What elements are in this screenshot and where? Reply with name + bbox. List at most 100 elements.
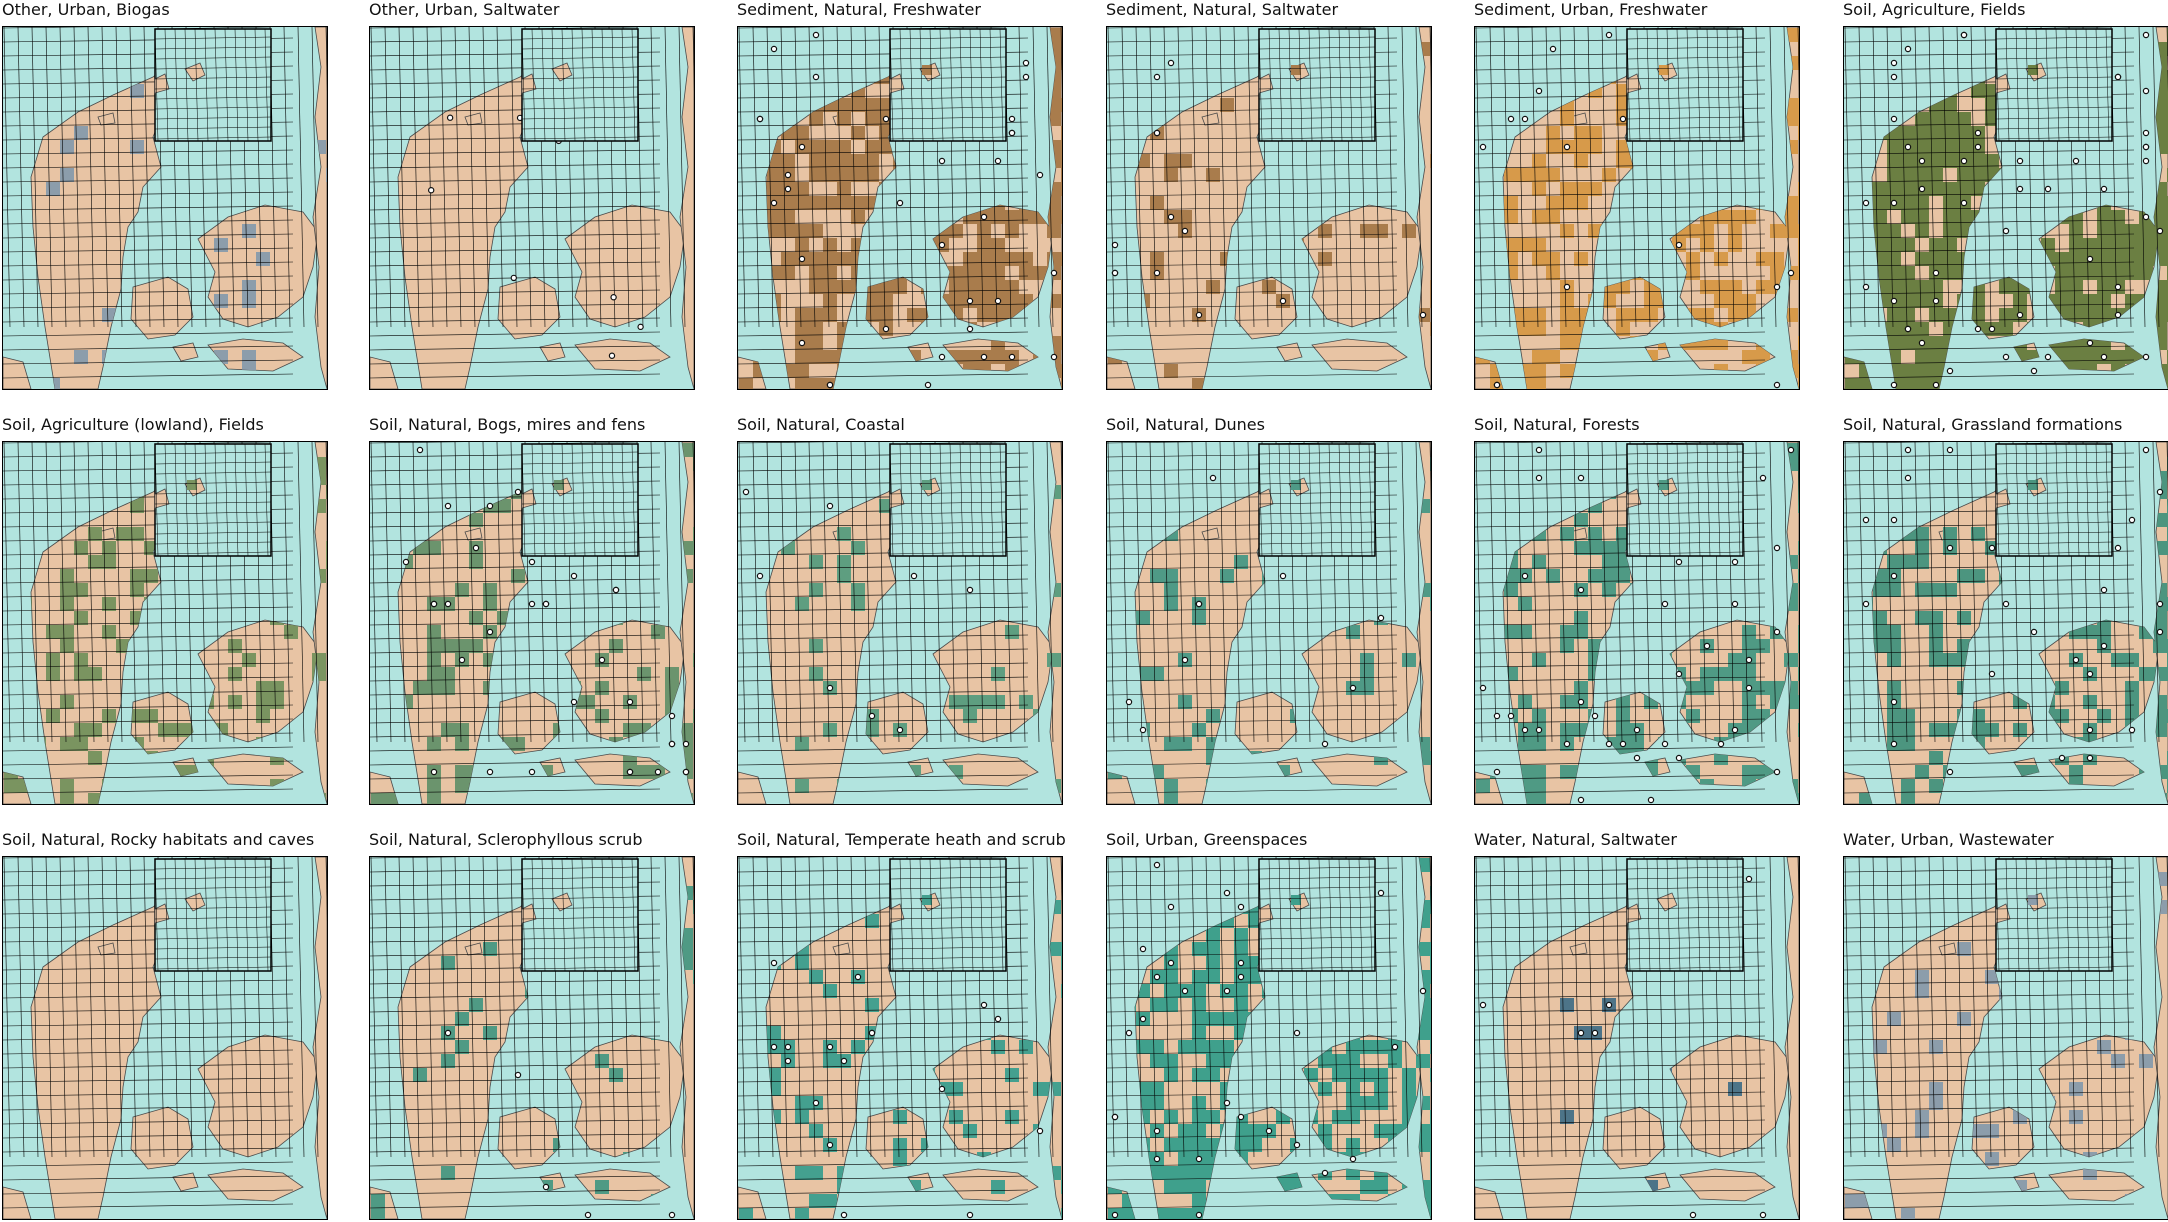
grid-line [297, 857, 305, 1158]
grid-line [2055, 28, 2060, 142]
sample-cell [1915, 210, 1929, 224]
grid-line [1032, 27, 1040, 328]
sample-cell [795, 364, 809, 378]
sample-cell [1430, 154, 1431, 168]
sample-point [1563, 283, 1571, 291]
sample-cell [1616, 280, 1630, 294]
sample-cell [1430, 280, 1431, 294]
grid-line [154, 501, 272, 505]
sample-cell [1164, 168, 1178, 182]
sample-point [1988, 670, 1996, 678]
sample-point [1167, 59, 1175, 67]
grid-line [1258, 86, 1376, 90]
grid-line [1163, 442, 1171, 743]
grid-line [510, 857, 518, 1158]
grid-line [766, 442, 774, 743]
sample-cell [1206, 956, 1220, 970]
grid-line [1258, 46, 1376, 50]
grid-line [1626, 876, 1744, 880]
sample-cell [1532, 168, 1546, 182]
sample-cell [1700, 681, 1714, 695]
grid-line [370, 331, 661, 337]
grid-line [164, 443, 169, 557]
sample-cell [1192, 611, 1206, 625]
grid-line [1308, 858, 1313, 972]
grid-line [1475, 373, 1766, 379]
sample-cell [893, 1152, 907, 1166]
sample-point [784, 185, 792, 193]
sample-point [2114, 311, 2122, 319]
sample-cell [1742, 294, 1756, 308]
grid-line [3, 760, 294, 766]
sample-cell [1887, 1012, 1901, 1026]
sample-point [2086, 726, 2094, 734]
sample-cell [1943, 583, 1957, 597]
sample-cell [1588, 140, 1602, 154]
sample-cell [2139, 238, 2153, 252]
grid-line [822, 442, 830, 743]
map-panel: Soil, Natural, Temperate heath and scrub [737, 830, 1066, 1220]
sample-cell [781, 224, 795, 238]
sample-cell [2069, 294, 2083, 308]
sample-cell [1873, 1040, 1887, 1054]
grid-line [1872, 857, 1880, 1158]
grid-line [154, 36, 272, 40]
grid-line [1601, 857, 1609, 1158]
sample-points [402, 446, 690, 776]
sample-cell [1901, 793, 1915, 804]
grid-line [919, 858, 924, 972]
sample-cell [1546, 252, 1560, 266]
grid-line [752, 442, 760, 743]
grid-line [1900, 442, 1908, 743]
grid-line [1415, 27, 1423, 328]
grid-line [2045, 858, 2050, 972]
grid-line [738, 27, 746, 328]
sample-cell [1574, 513, 1588, 527]
map-svg [3, 27, 327, 389]
sample-cell [679, 723, 693, 737]
grid-line [1288, 28, 1293, 142]
sample-cell [1206, 1068, 1220, 1082]
grid-line [1844, 857, 1939, 859]
grid-line [521, 66, 639, 70]
grid-line [311, 857, 319, 1158]
grid-line [738, 592, 1029, 598]
grid-line [1163, 857, 1171, 1158]
sample-cell [1574, 681, 1588, 695]
sample-cell [2111, 266, 2125, 280]
sample-cell [1887, 1138, 1901, 1152]
map-svg [370, 857, 694, 1219]
sample-cell [469, 555, 483, 569]
grid-line [3, 27, 98, 29]
sample-point [1521, 115, 1529, 123]
grid-line [1626, 461, 1744, 465]
sample-cell [609, 1068, 623, 1082]
sample-cell [116, 639, 130, 653]
sample-cell [1164, 597, 1178, 611]
sample-cell [851, 98, 865, 112]
grid-line [1769, 857, 1777, 1158]
grid-line [1844, 1077, 2135, 1083]
land-shape [1416, 27, 1431, 389]
grid-line [1559, 857, 1567, 1158]
sample-cell [1192, 1110, 1206, 1124]
grid-line [59, 27, 67, 328]
grid-line [1107, 27, 1202, 29]
grid-line [929, 443, 934, 557]
grid-line [154, 966, 272, 970]
sample-cell [88, 793, 102, 804]
sample-cell [1164, 998, 1178, 1012]
grid-line [1107, 177, 1398, 183]
grid-line [1626, 27, 1744, 30]
sample-cell [767, 210, 781, 224]
grid-line [1995, 66, 2113, 70]
sample-cell [865, 140, 879, 154]
sample-cell [2111, 252, 2125, 266]
sample-cell [74, 667, 88, 681]
sample-point [1619, 740, 1627, 748]
sample-cell [1332, 1054, 1346, 1068]
sample-cell [1929, 126, 1943, 140]
sample-cell [1798, 28, 1799, 42]
grid-line [999, 858, 1004, 972]
grid-line [521, 896, 639, 900]
